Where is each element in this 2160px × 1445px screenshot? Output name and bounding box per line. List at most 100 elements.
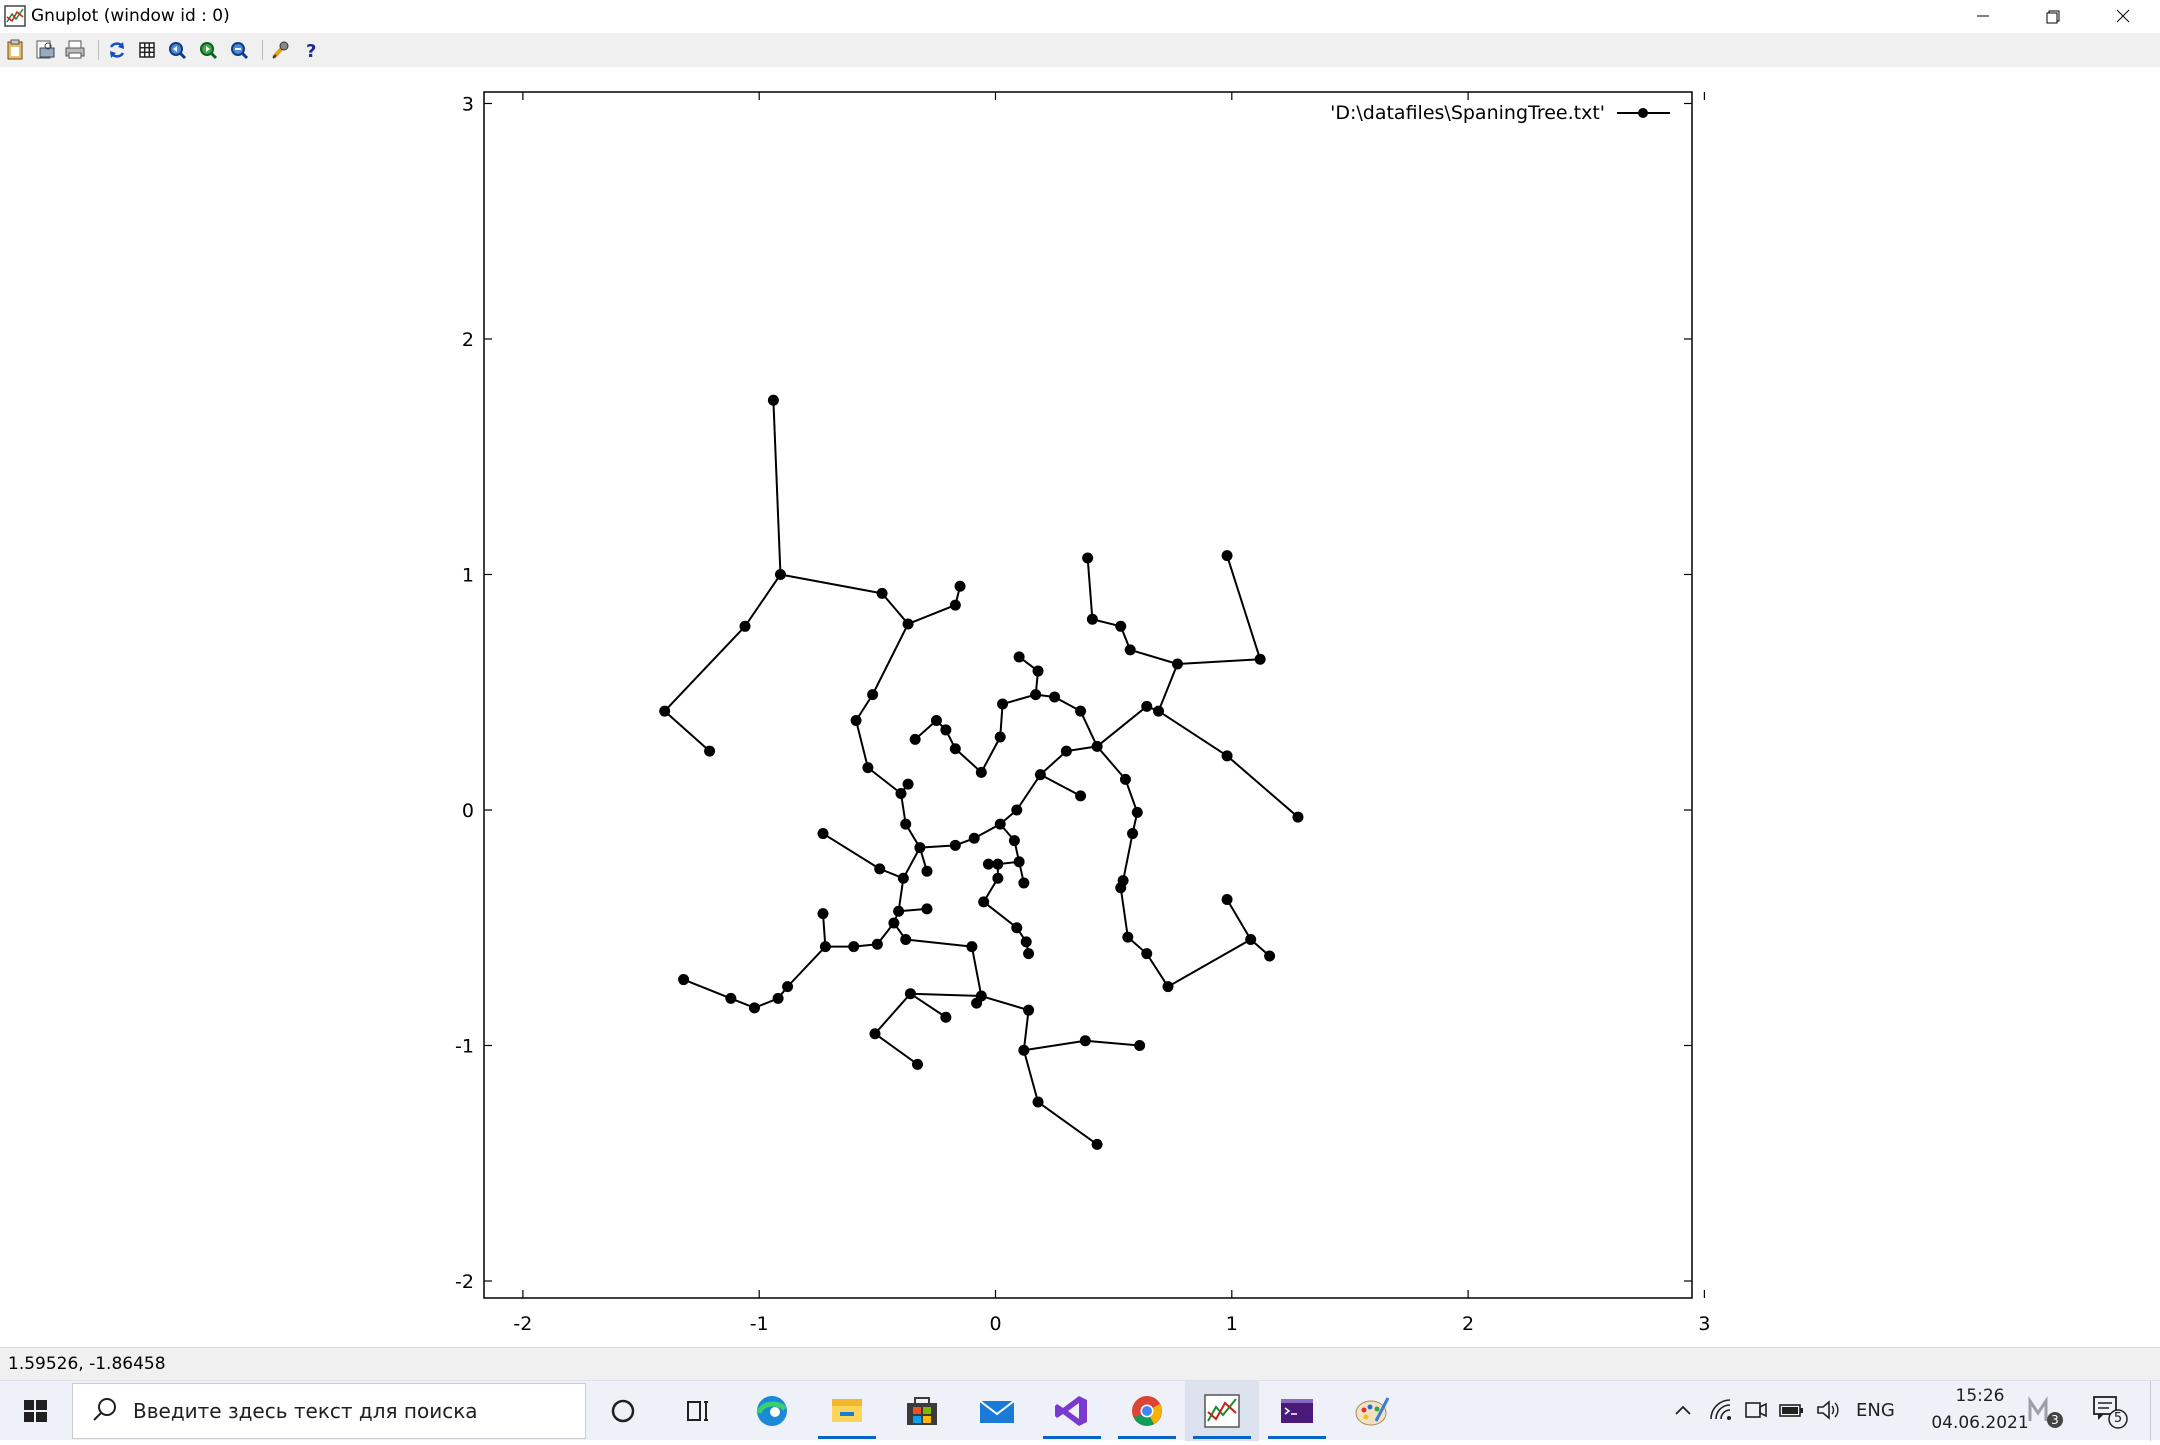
input-language-indicator[interactable]: ENG (1856, 1400, 1895, 1421)
data-point (704, 745, 716, 757)
tree-edge (855, 720, 869, 768)
network-tray-button[interactable] (1706, 1395, 1736, 1425)
data-point (1086, 613, 1098, 625)
clipboard-icon (7, 39, 23, 60)
notification-badge: 5 (2113, 1411, 2123, 1426)
data-point (893, 905, 905, 917)
zoom-next-icon (200, 42, 218, 60)
running-indicator (1118, 1436, 1176, 1439)
taskbar-gnuplot[interactable] (1185, 1381, 1259, 1441)
show-hidden-icons-button[interactable] (1668, 1395, 1698, 1425)
taskbar-mail[interactable] (960, 1381, 1034, 1441)
camera-icon (1745, 1402, 1767, 1418)
tree-edge (1023, 1039, 1086, 1052)
data-point (1221, 550, 1233, 562)
data-point (1011, 922, 1023, 934)
data-point (949, 743, 961, 755)
legend-label[interactable]: 'D:\datafiles\SpaningTree.txt' (1330, 102, 1605, 124)
meet-tray-app[interactable]: 3 (2026, 1391, 2066, 1431)
title-bar: Gnuplot (window id : 0) (0, 0, 2160, 33)
plot-border (483, 91, 1693, 1299)
tree-edge (744, 573, 782, 627)
clock-time[interactable]: 15:26 (1955, 1386, 2005, 1406)
data-point (921, 903, 933, 915)
store-icon (907, 1397, 937, 1425)
grid-icon (139, 42, 155, 58)
taskbar-file-explorer[interactable] (810, 1381, 884, 1441)
data-point (1221, 893, 1233, 905)
windows-logo-icon (24, 1400, 47, 1422)
app-tray-icon (2028, 1396, 2063, 1428)
cortana-button[interactable] (586, 1381, 660, 1441)
tree-edge (1015, 774, 1042, 811)
tray-badge: 3 (2051, 1413, 2059, 1427)
axis-ticks (484, 92, 1706, 1298)
tree-edge (1129, 648, 1178, 665)
data-point (748, 1002, 760, 1014)
toolbar: ? (0, 33, 2160, 67)
zoom-previous-button[interactable] (165, 38, 189, 62)
clock-date[interactable]: 04.06.2021 (1931, 1413, 2029, 1433)
data-point (1292, 811, 1304, 823)
y-tick-label: 1 (462, 565, 474, 587)
taskbar-edge[interactable] (735, 1381, 809, 1441)
battery-tray-button[interactable] (1776, 1395, 1806, 1425)
zoom-next-button[interactable] (196, 38, 220, 62)
plot-area[interactable]: -2 -1 0 1 2 3 3 2 1 0 -1 -2 'D:\datafiles\SpaningT… (0, 67, 2160, 1347)
copy-clipboard-button[interactable] (3, 38, 27, 62)
volume-tray-button[interactable] (1812, 1395, 1842, 1425)
print-preview-icon (36, 40, 55, 59)
tree-edge (905, 938, 972, 948)
action-center-button[interactable]: 5 (2088, 1391, 2132, 1431)
wifi-icon (1710, 1399, 1731, 1420)
spanning-tree-plot: -2 -1 0 1 2 3 3 2 1 0 -1 -2 'D:\datafiles\SpaningT… (455, 91, 1710, 1335)
replot-button[interactable] (105, 38, 129, 62)
data-point (1011, 804, 1023, 816)
toggle-grid-button[interactable] (135, 38, 159, 62)
close-button[interactable] (2088, 0, 2158, 33)
tree-edge (1157, 663, 1179, 712)
gnuplot-app-icon (4, 5, 26, 27)
data-point (1122, 931, 1134, 943)
tree-edge (1158, 710, 1228, 757)
visual-studio-icon (1055, 1396, 1087, 1426)
data-point (1127, 828, 1139, 840)
task-view-button[interactable] (660, 1381, 734, 1441)
svg-text:?: ? (306, 41, 316, 62)
taskbar-paint[interactable] (1335, 1381, 1409, 1441)
taskbar-visual-studio[interactable] (1035, 1381, 1109, 1441)
data-point (912, 1058, 924, 1070)
speaker-icon (1817, 1400, 1839, 1420)
data-point (914, 842, 926, 854)
options-button[interactable] (268, 38, 292, 62)
unzoom-button[interactable] (227, 38, 251, 62)
y-tick-label: -2 (455, 1271, 474, 1293)
tree-edge (871, 623, 909, 696)
start-button[interactable] (0, 1381, 72, 1441)
tree-edge (1096, 745, 1127, 781)
data-point (992, 872, 1004, 884)
cortana-icon (611, 1399, 635, 1423)
print-button[interactable] (63, 38, 87, 62)
restore-button[interactable] (2018, 0, 2088, 33)
data-point (949, 839, 961, 851)
tree-edge (663, 625, 746, 712)
tree-edge (954, 748, 982, 774)
tree-edge (980, 736, 1002, 773)
data-point (1023, 1004, 1035, 1016)
taskbar-store[interactable] (885, 1381, 959, 1441)
data-point (888, 917, 900, 929)
minimize-button[interactable] (1948, 0, 2018, 33)
data-point (1034, 769, 1046, 781)
taskbar-chrome[interactable] (1110, 1381, 1184, 1441)
x-tick-label: 0 (989, 1313, 1001, 1335)
print-preview-button[interactable] (33, 38, 57, 62)
tree-edge (1085, 1039, 1140, 1047)
tree-edge (910, 992, 982, 998)
meet-now-tray-button[interactable] (1740, 1395, 1770, 1425)
tree-edge (1002, 693, 1036, 705)
search-box[interactable]: Введите здесь текст для поиска (72, 1383, 586, 1439)
show-desktop-button[interactable] (2150, 1381, 2160, 1441)
help-button[interactable]: ? (299, 38, 323, 62)
taskbar-terminal[interactable] (1260, 1381, 1334, 1441)
